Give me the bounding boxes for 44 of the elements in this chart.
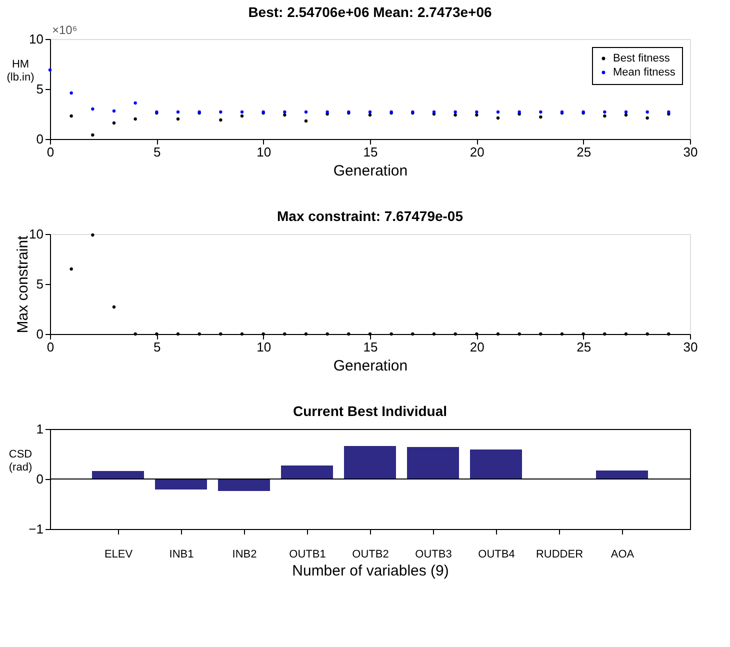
x-tick-label: 20 <box>470 340 484 354</box>
x-tick-label: AOA <box>610 548 635 560</box>
legend-label: Best fitness <box>613 52 670 64</box>
x-tick-label: 25 <box>576 144 592 160</box>
x-tick-label: INB2 <box>232 548 257 560</box>
y-axis-title: HM (lb.in) <box>6 58 34 84</box>
x-tick-label: OUTB2 <box>352 548 389 560</box>
y-tick-label: 5 <box>36 82 44 96</box>
y-axis-title: CSD (rad) <box>8 448 32 474</box>
chart-title: Max constraint: 7.67479e-05 <box>277 208 464 224</box>
x-tick-label: INB1 <box>169 548 194 560</box>
y-tick-label: −1 <box>28 522 44 536</box>
y-tick-label: 10 <box>29 32 44 46</box>
x-tick-label: ELEV <box>104 548 134 560</box>
x-axis-title: Number of variables (9) <box>292 562 449 580</box>
x-tick-label: 20 <box>470 144 484 160</box>
x-tick-label: 0 <box>46 144 54 160</box>
x-tick-label: OUTB1 <box>289 548 326 560</box>
x-tick-label: 0 <box>46 340 54 354</box>
x-tick-label: 15 <box>363 340 378 354</box>
x-tick-label: 30 <box>683 340 698 354</box>
chart-title: Current Best Individual <box>292 403 448 419</box>
x-tick-label: 25 <box>576 340 592 354</box>
x-tick-label: 15 <box>363 144 378 160</box>
x-tick-label: RUDDER <box>536 548 584 560</box>
y-tick-label: 0 <box>36 132 44 146</box>
x-tick-label: 5 <box>154 144 161 160</box>
x-axis-title: Generation <box>333 162 408 180</box>
y-axis-title: Max constraint <box>14 234 32 334</box>
y-tick-label: 1 <box>36 422 44 436</box>
x-tick-label: 30 <box>683 144 698 160</box>
x-axis-title: Generation <box>333 358 408 374</box>
y-tick-label: 5 <box>36 276 44 292</box>
chart-title: Best: 2.54706e+06 Mean: 2.7473e+06 <box>248 4 492 20</box>
x-tick-label: 10 <box>256 340 272 354</box>
x-tick-label: OUTB4 <box>478 548 515 560</box>
legend-label: Mean fitness <box>613 66 676 78</box>
text: ×10⁶ <box>52 23 78 37</box>
y-tick-label: 10 <box>29 226 44 242</box>
x-tick-label: 10 <box>256 144 272 160</box>
x-tick-label: OUTB3 <box>415 548 452 560</box>
x-tick-label: 5 <box>154 340 161 354</box>
y-tick-label: 0 <box>36 326 44 342</box>
y-tick-label: 0 <box>36 472 44 486</box>
